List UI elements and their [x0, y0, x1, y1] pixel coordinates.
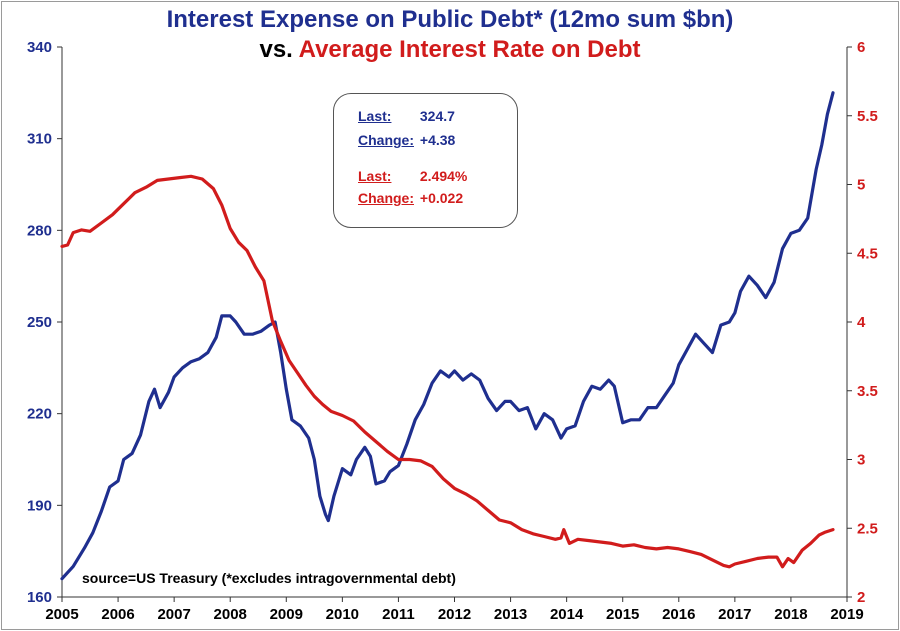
source-note: source=US Treasury (*excludes intragover… [82, 570, 456, 586]
x-tick-label: 2016 [662, 606, 695, 623]
chart-title-red: Average Interest Rate on Debt [298, 36, 641, 63]
series-line-interest-rate [60, 174, 835, 569]
y-left-tick-label: 190 [27, 497, 52, 514]
y-right-tick-label: 5 [857, 177, 865, 194]
y-right-axis-ticks: 6 5.5 5 4.5 4 3.5 3 2.5 2 [847, 39, 878, 606]
info-red-last-label: Last: [358, 168, 392, 184]
info-blue-change-row: Change: +4.38 [358, 132, 455, 148]
y-right-tick-label: 2.5 [857, 520, 878, 537]
x-tick-label: 2009 [270, 606, 303, 623]
x-tick-label: 2005 [45, 606, 78, 623]
y-left-tick-label: 310 [27, 131, 52, 148]
x-tick-label: 2014 [550, 606, 584, 623]
y-left-tick-label: 340 [27, 39, 52, 56]
info-red-last-row: Last: 2.494% [358, 168, 467, 184]
info-red-change-value: +0.022 [419, 190, 464, 206]
y-left-tick-label: 280 [27, 222, 52, 239]
y-right-tick-label: 4.5 [857, 245, 878, 262]
info-red-change-label: Change: [358, 190, 414, 206]
y-left-tick-label: 160 [27, 589, 52, 606]
x-tick-label: 2015 [606, 606, 639, 623]
x-tick-label: 2012 [438, 606, 471, 623]
x-tick-label: 2006 [101, 606, 134, 623]
x-tick-label: 2011 [382, 606, 415, 623]
x-tick-label: 2019 [830, 606, 863, 623]
series-line-interest-expense [60, 91, 835, 581]
x-tick-label: 2008 [214, 606, 247, 623]
x-tick-label: 2010 [326, 606, 359, 623]
info-red-last-value: 2.494% [419, 168, 468, 184]
info-blue-change-label: Change: [358, 132, 414, 148]
y-right-tick-label: 3.5 [857, 383, 878, 400]
x-tick-label: 2018 [774, 606, 807, 623]
series-layer [60, 91, 835, 581]
chart-title-vs: vs. [259, 36, 293, 63]
x-tick-label: 2013 [494, 606, 527, 623]
y-left-tick-label: 250 [27, 314, 52, 331]
chart-title-line-1: Interest Expense on Public Debt* (12mo s… [166, 6, 734, 33]
info-blue-change-value: +4.38 [419, 132, 456, 148]
x-tick-label: 2007 [157, 606, 190, 623]
y-right-tick-label: 5.5 [857, 108, 878, 125]
y-left-tick-label: 220 [27, 406, 52, 423]
info-box: Last: 324.7 Change: +4.38 Last: 2.494% C… [333, 93, 518, 228]
chart-title-line-2: vs. Average Interest Rate on Debt [0, 36, 900, 64]
y-right-tick-label: 2 [857, 589, 865, 606]
y-right-tick-label: 3 [857, 452, 865, 469]
y-right-tick-label: 4 [857, 314, 866, 331]
x-tick-label: 2017 [718, 606, 751, 623]
x-axis-ticks: 2005 2006 2007 2008 2009 2010 2011 2012 2013 2014… [45, 597, 864, 623]
info-blue-last-label: Last: [358, 108, 392, 124]
info-red-change-row: Change: +0.022 [358, 190, 463, 206]
info-blue-last-row: Last: 324.7 [358, 108, 455, 124]
y-left-axis-ticks: 340 310 280 250 220 190 160 [27, 39, 62, 606]
y-right-tick-label: 6 [857, 39, 865, 56]
info-blue-last-value: 324.7 [419, 108, 455, 124]
